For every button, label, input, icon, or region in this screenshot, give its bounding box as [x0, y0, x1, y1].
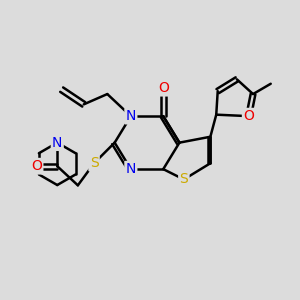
Text: N: N	[126, 109, 136, 123]
Text: S: S	[90, 156, 98, 170]
Text: S: S	[179, 172, 188, 186]
Text: N: N	[52, 136, 62, 150]
Text: O: O	[158, 81, 169, 95]
Text: O: O	[31, 159, 42, 173]
Text: N: N	[126, 162, 136, 176]
Text: O: O	[243, 109, 254, 123]
